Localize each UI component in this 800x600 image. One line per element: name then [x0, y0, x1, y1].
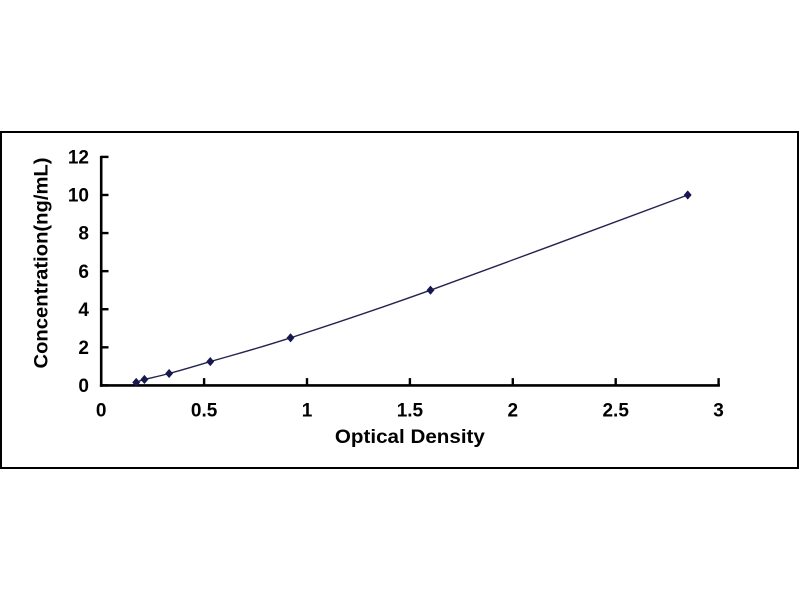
x-tick-label: 1: [302, 401, 313, 422]
x-tick-label: 2: [508, 401, 519, 422]
data-point-marker: [140, 374, 149, 385]
y-tick-label: 2: [78, 338, 89, 359]
y-axis-title: Concentration(ng/mL): [32, 158, 53, 369]
x-tick-label: 0.5: [191, 401, 218, 422]
x-tick-label: 3: [713, 401, 724, 422]
y-tick-label: 0: [78, 376, 89, 397]
data-point-marker: [132, 377, 141, 388]
y-tick-label: 6: [78, 262, 89, 283]
x-axis-title: Optical Density: [335, 427, 485, 448]
data-point-marker: [683, 190, 692, 200]
y-tick-label: 8: [78, 224, 89, 245]
standard-curve-line: [135, 194, 688, 384]
chart-frame: [0, 131, 799, 469]
data-point-marker: [286, 333, 295, 343]
x-tick-label: 0: [96, 401, 107, 422]
y-tick-label: 4: [78, 300, 89, 321]
data-point-marker: [206, 356, 215, 367]
y-tick-label: 12: [68, 148, 89, 169]
data-point-marker: [165, 368, 174, 379]
y-tick-label: 10: [68, 186, 89, 207]
data-point-marker: [426, 285, 435, 295]
x-tick-label: 1.5: [397, 401, 424, 422]
x-tick-label: 2.5: [602, 401, 629, 422]
